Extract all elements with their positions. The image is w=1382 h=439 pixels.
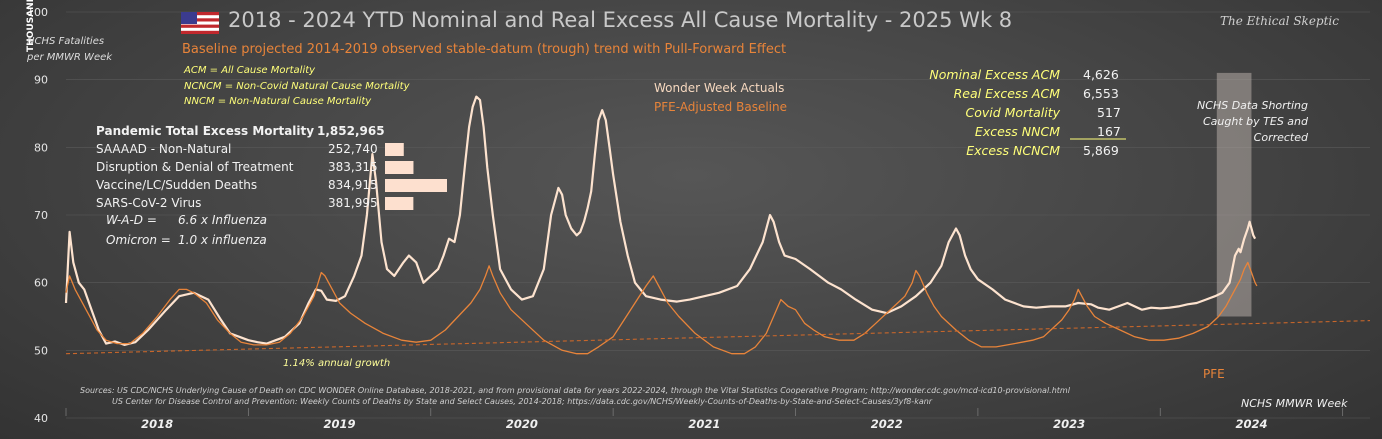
total-bar [385, 161, 414, 174]
source-line: Sources: US CDC/NCHS Underlying Cause of… [80, 386, 1070, 395]
x-year-label: 2018 [141, 417, 173, 431]
series-baseline-line [65, 261, 1258, 355]
shorting-band [1216, 72, 1252, 317]
y-tick-label: 60 [34, 277, 48, 290]
totals-row-label: SARS-CoV-2 Virus [96, 196, 202, 210]
totals-row-value: 834,915 [328, 178, 378, 192]
x-year-label: 2023 [1053, 417, 1085, 431]
ratio-label: W-A-D = [106, 213, 157, 227]
x-axis: 2018 2019 2020 2021 2022 2023 2024 [65, 408, 1344, 431]
y-axis: 40 50 60 70 80 90 100 [27, 6, 48, 425]
excess-label: Excess NCNCM [966, 143, 1060, 158]
y-desc-line-1: NCHS Fatalities [27, 36, 105, 47]
shorting-note-line: NCHS Data Shorting [1197, 99, 1308, 112]
excess-value: 4,626 [1083, 67, 1119, 82]
total-bars [385, 143, 447, 210]
us-flag-icon [181, 12, 219, 34]
y-tick-label: 100 [27, 6, 48, 19]
ratio-value: 6.6 x Influenza [178, 213, 267, 227]
total-bar [385, 197, 414, 210]
excess-label: Real Excess ACM [953, 86, 1060, 101]
totals-row-value: 381,995 [328, 196, 378, 210]
totals-row-value: 383,315 [328, 160, 378, 174]
y-tick-label: 90 [34, 74, 48, 87]
excess-value: 5,869 [1083, 143, 1119, 158]
shading-layer [1216, 72, 1252, 317]
gridlines [66, 11, 1370, 419]
series-layer [64, 95, 1371, 355]
shorting-note-line: Caught by TES and [1203, 115, 1308, 128]
definition-ncncm: NCNCM = Non-Covid Natural Cause Mortalit… [184, 81, 410, 92]
shorting-note-line: Corrected [1253, 131, 1308, 144]
ratio-value: 1.0 x influenza [178, 233, 267, 247]
totals-header-value: 1,852,965 [317, 124, 385, 138]
y-tick-label: 50 [34, 344, 48, 357]
y-tick-label: 70 [34, 209, 48, 222]
growth-annotation: 1.14% annual growth [283, 358, 391, 369]
x-year-label: 2024 [1235, 417, 1267, 431]
excess-label: Covid Mortality [965, 105, 1060, 120]
excess-label: Excess NNCM [974, 124, 1060, 139]
excess-value: 517 [1097, 105, 1121, 120]
ratio-label: Omicron = [106, 233, 171, 247]
x-axis-title: NCHS MMWR Week [1241, 397, 1348, 410]
totals-row-label: Vaccine/LC/Sudden Deaths [96, 178, 258, 192]
x-year-label: 2019 [324, 417, 356, 431]
excess-value: 6,553 [1083, 86, 1119, 101]
definition-nncm: NNCM = Non-Natural Cause Mortality [184, 96, 372, 107]
totals-row-label: Disruption & Denial of Treatment [96, 160, 294, 174]
definition-acm: ACM = All Cause Mortality [184, 65, 316, 76]
y-tick-label: 40 [34, 412, 48, 425]
legend-actuals: Wonder Week Actuals [654, 81, 785, 95]
source-line: US Center for Disease Control and Preven… [112, 397, 933, 406]
totals-header-label: Pandemic Total Excess Mortality [96, 124, 315, 138]
series-trend-line [65, 320, 1371, 355]
x-year-label: 2021 [688, 417, 720, 431]
total-bar [385, 179, 447, 192]
excess-label: Nominal Excess ACM [929, 67, 1060, 82]
x-year-label: 2020 [506, 417, 538, 431]
excess-value: 167 [1097, 124, 1121, 139]
brand-watermark: The Ethical Skeptic [1220, 14, 1339, 28]
legend-baseline: PFE-Adjusted Baseline [654, 100, 787, 114]
totals-row-label: SAAAAD - Non-Natural [96, 142, 232, 156]
y-tick-label: 80 [34, 141, 48, 154]
y-desc-line-2: per MMWR Week [27, 52, 113, 63]
chart-subtitle: Baseline projected 2014-2019 observed st… [182, 42, 787, 57]
total-bar [385, 143, 404, 156]
pfe-annotation: PFE [1203, 367, 1225, 381]
chart-title: 2018 - 2024 YTD Nominal and Real Excess … [228, 8, 1013, 32]
x-year-label: 2022 [871, 417, 903, 431]
totals-row-value: 252,740 [328, 142, 378, 156]
